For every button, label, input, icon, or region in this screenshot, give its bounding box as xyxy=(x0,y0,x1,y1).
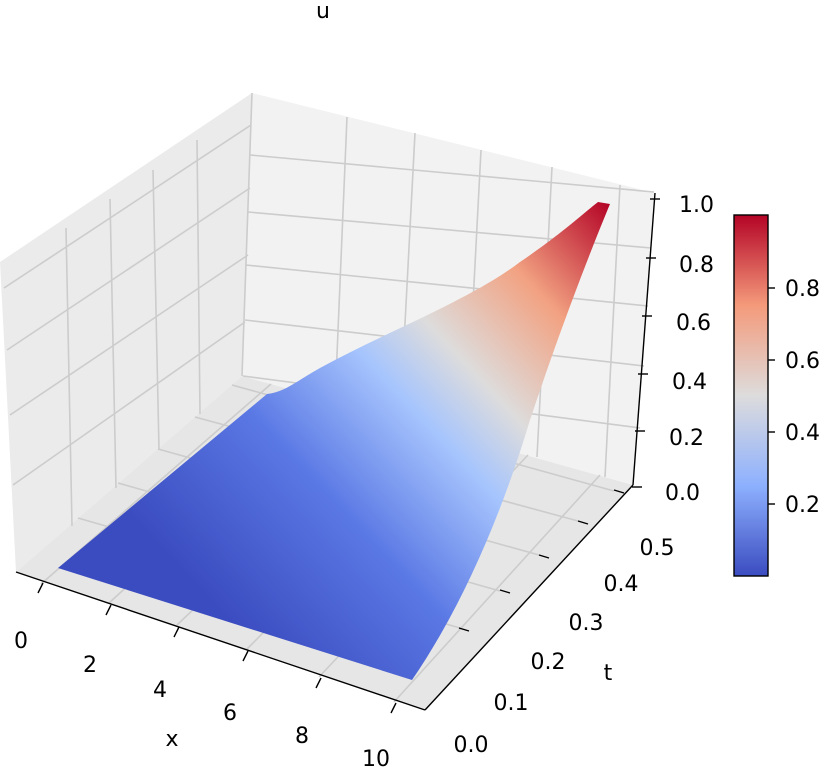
axis-lines xyxy=(15,192,656,711)
colorbar: 0.2 0.4 0.6 0.8 xyxy=(733,214,820,577)
x-axis-label: x xyxy=(165,727,178,752)
z-tick-label: 0.6 xyxy=(676,311,711,336)
x-tick-label: 6 xyxy=(223,701,237,726)
t-tick-label: 0.3 xyxy=(569,611,604,636)
z-tick-label: 0.0 xyxy=(665,481,700,506)
t-tick-label: 0.1 xyxy=(494,691,529,716)
x-tick-labels: 0 2 4 6 8 10 xyxy=(14,629,390,771)
colorbar-tick-label: 0.4 xyxy=(785,421,820,446)
x-tick-label: 10 xyxy=(362,747,390,771)
x-tick-label: 2 xyxy=(83,653,97,678)
surface xyxy=(58,202,610,680)
z-tick-label: 0.8 xyxy=(679,253,714,278)
z-tick-label: 0.2 xyxy=(669,426,704,451)
colorbar-tick-label: 0.6 xyxy=(785,349,820,374)
z-tick-label: 0.4 xyxy=(672,370,707,395)
t-axis-label: t xyxy=(604,661,613,686)
x-tick-label: 0 xyxy=(14,629,28,654)
t-axis-line xyxy=(424,484,634,711)
x-ticks xyxy=(37,582,397,714)
t-tick-label: 0.0 xyxy=(454,733,489,758)
x-axis-line xyxy=(15,571,426,711)
z-ticks xyxy=(632,198,660,488)
colorbar-tick-label: 0.2 xyxy=(785,493,820,518)
chart-title: u xyxy=(316,0,330,24)
x-tick-label: 4 xyxy=(153,678,167,703)
left-pane xyxy=(0,93,252,572)
colorbar-tick-label: 0.8 xyxy=(785,277,820,302)
t-tick-label: 0.2 xyxy=(531,650,566,675)
z-tick-labels: 1.0 0.8 0.6 0.4 0.2 0.0 xyxy=(665,193,714,506)
t-ticks xyxy=(458,489,625,632)
t-tick-labels: 0.0 0.1 0.2 0.3 0.4 0.5 xyxy=(454,536,675,758)
z-axis-line xyxy=(632,192,656,486)
colorbar-fill xyxy=(733,214,769,577)
t-tick-label: 0.4 xyxy=(604,572,639,597)
z-tick-label: 1.0 xyxy=(679,193,714,218)
x-tick-label: 8 xyxy=(295,724,309,749)
t-tick-label: 0.5 xyxy=(640,536,675,561)
